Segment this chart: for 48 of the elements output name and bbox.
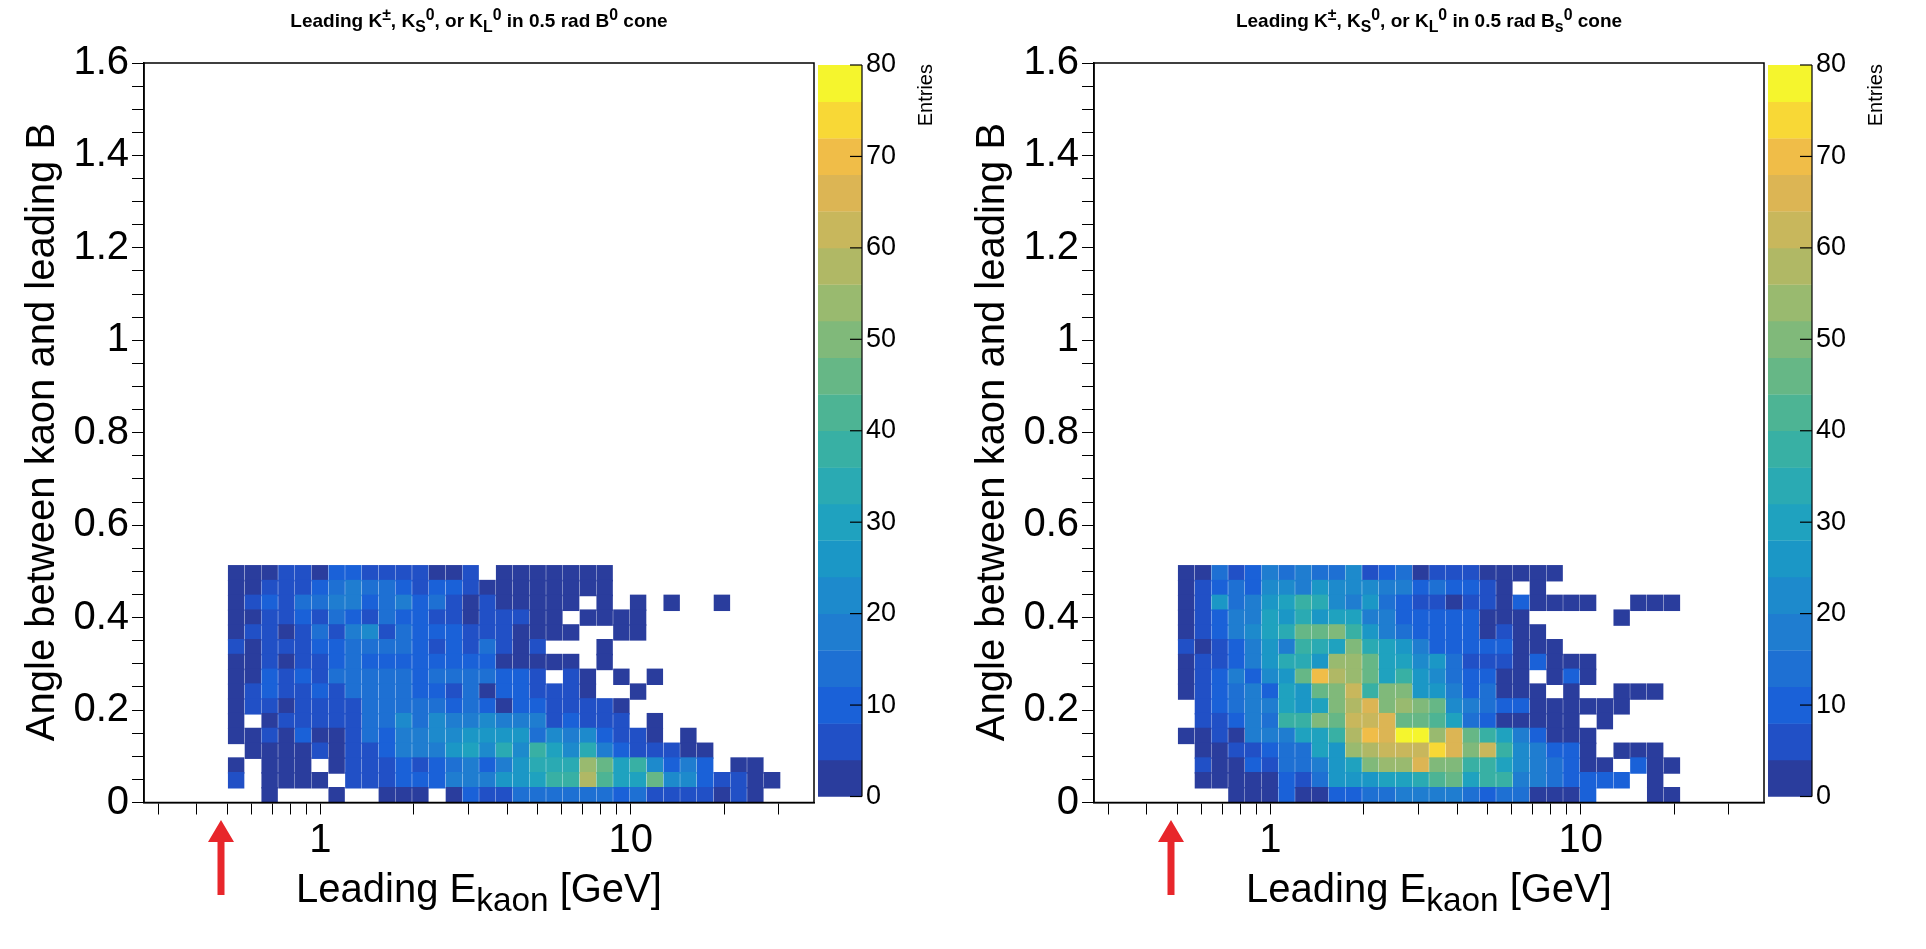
color-bar-label: 80	[866, 48, 897, 79]
color-bar-label: 30	[1816, 505, 1847, 536]
color-bar-title: Entries	[914, 64, 937, 127]
color-bar-label: 80	[1816, 48, 1847, 79]
color-bar-label: 0	[866, 779, 882, 810]
y-axis-title: Angle between kaon and leading B	[17, 122, 63, 742]
color-bar-label: 70	[866, 139, 897, 170]
color-bar-label: 10	[1816, 688, 1847, 719]
y-tick-label: 1	[106, 315, 129, 360]
chart-title: Leading K$^{±}$, K$_{S}$$^{0}$, or K$_{L}$$^{0}$ in 0.5 rad B$_{s}$$^{0}$ cone	[1235, 6, 1623, 36]
color-bar-label: 60	[866, 231, 897, 262]
y-tick-label: 0.2	[73, 685, 129, 730]
y-tick-label: 1	[1056, 315, 1079, 360]
y-tick-label: 1.2	[73, 222, 129, 267]
y-tick-label: 0	[106, 777, 129, 822]
color-bar-label: 40	[866, 414, 897, 445]
y-tick-label: 0.2	[1023, 685, 1079, 730]
y-tick-label: 1.6	[1023, 38, 1079, 83]
color-bar-label: 20	[1816, 597, 1847, 628]
y-tick-label: 0.8	[1023, 407, 1079, 452]
y-tick-label: 0.6	[73, 500, 129, 545]
color-bar-label: 20	[866, 597, 897, 628]
color-bar-label: 40	[1816, 414, 1847, 445]
y-tick-label: 1.2	[1023, 222, 1079, 267]
x-tick-label: 1	[309, 815, 332, 860]
y-tick-label: 0.4	[1023, 592, 1079, 637]
color-bar-label: 70	[1816, 139, 1847, 170]
y-tick-label: 0.4	[73, 592, 129, 637]
color-bar-title: Entries	[1864, 64, 1887, 127]
color-bar-label: 0	[1816, 779, 1832, 810]
color-bar-label: 60	[1816, 231, 1847, 262]
y-tick-label: 1.4	[1023, 130, 1079, 175]
y-tick-label: 0.8	[73, 407, 129, 452]
chart-title: Leading K$^{±}$, K$_{S}$$^{0}$, or K$_{L}$$^{0}$ in 0.5 rad B$^{0}$ cone	[290, 6, 668, 36]
color-bar-label: 50	[1816, 322, 1847, 353]
x-axis-title: Leading E$_{kaon}$ [GeV]	[1245, 866, 1613, 919]
color-bar-label: 10	[866, 688, 897, 719]
y-axis-title: Angle between kaon and leading B	[967, 122, 1013, 742]
y-tick-label: 0	[1056, 777, 1079, 822]
y-tick-label: 1.4	[73, 130, 129, 175]
x-axis-title: Leading E$_{kaon}$ [GeV]	[295, 866, 663, 919]
x-tick-label: 1	[1259, 815, 1282, 860]
y-tick-label: 0.6	[1023, 500, 1079, 545]
y-tick-label: 1.6	[73, 38, 129, 83]
color-bar-label: 30	[866, 505, 897, 536]
x-tick-label: 10	[1558, 815, 1603, 860]
color-bar-label: 50	[866, 322, 897, 353]
x-tick-label: 10	[608, 815, 653, 860]
